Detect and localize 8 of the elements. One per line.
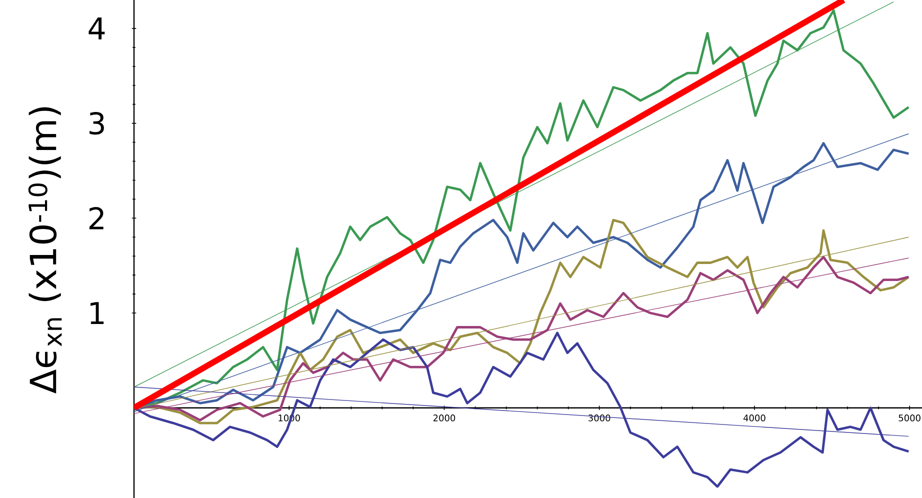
x-tick-label: 2000 [433, 414, 456, 422]
y-axis-title: Δϵ$_{xn}$ (x10$^{-10}$)(m) [28, 107, 62, 394]
x-tick-label: 4000 [743, 414, 766, 422]
y-tick-label: 3 [90, 112, 104, 135]
y-tick-label: 1 [90, 302, 104, 324]
x-tick-label: 5000 [898, 414, 920, 422]
y-tick-label: 2 [89, 207, 104, 230]
y-tick-label: 4 [88, 18, 105, 40]
